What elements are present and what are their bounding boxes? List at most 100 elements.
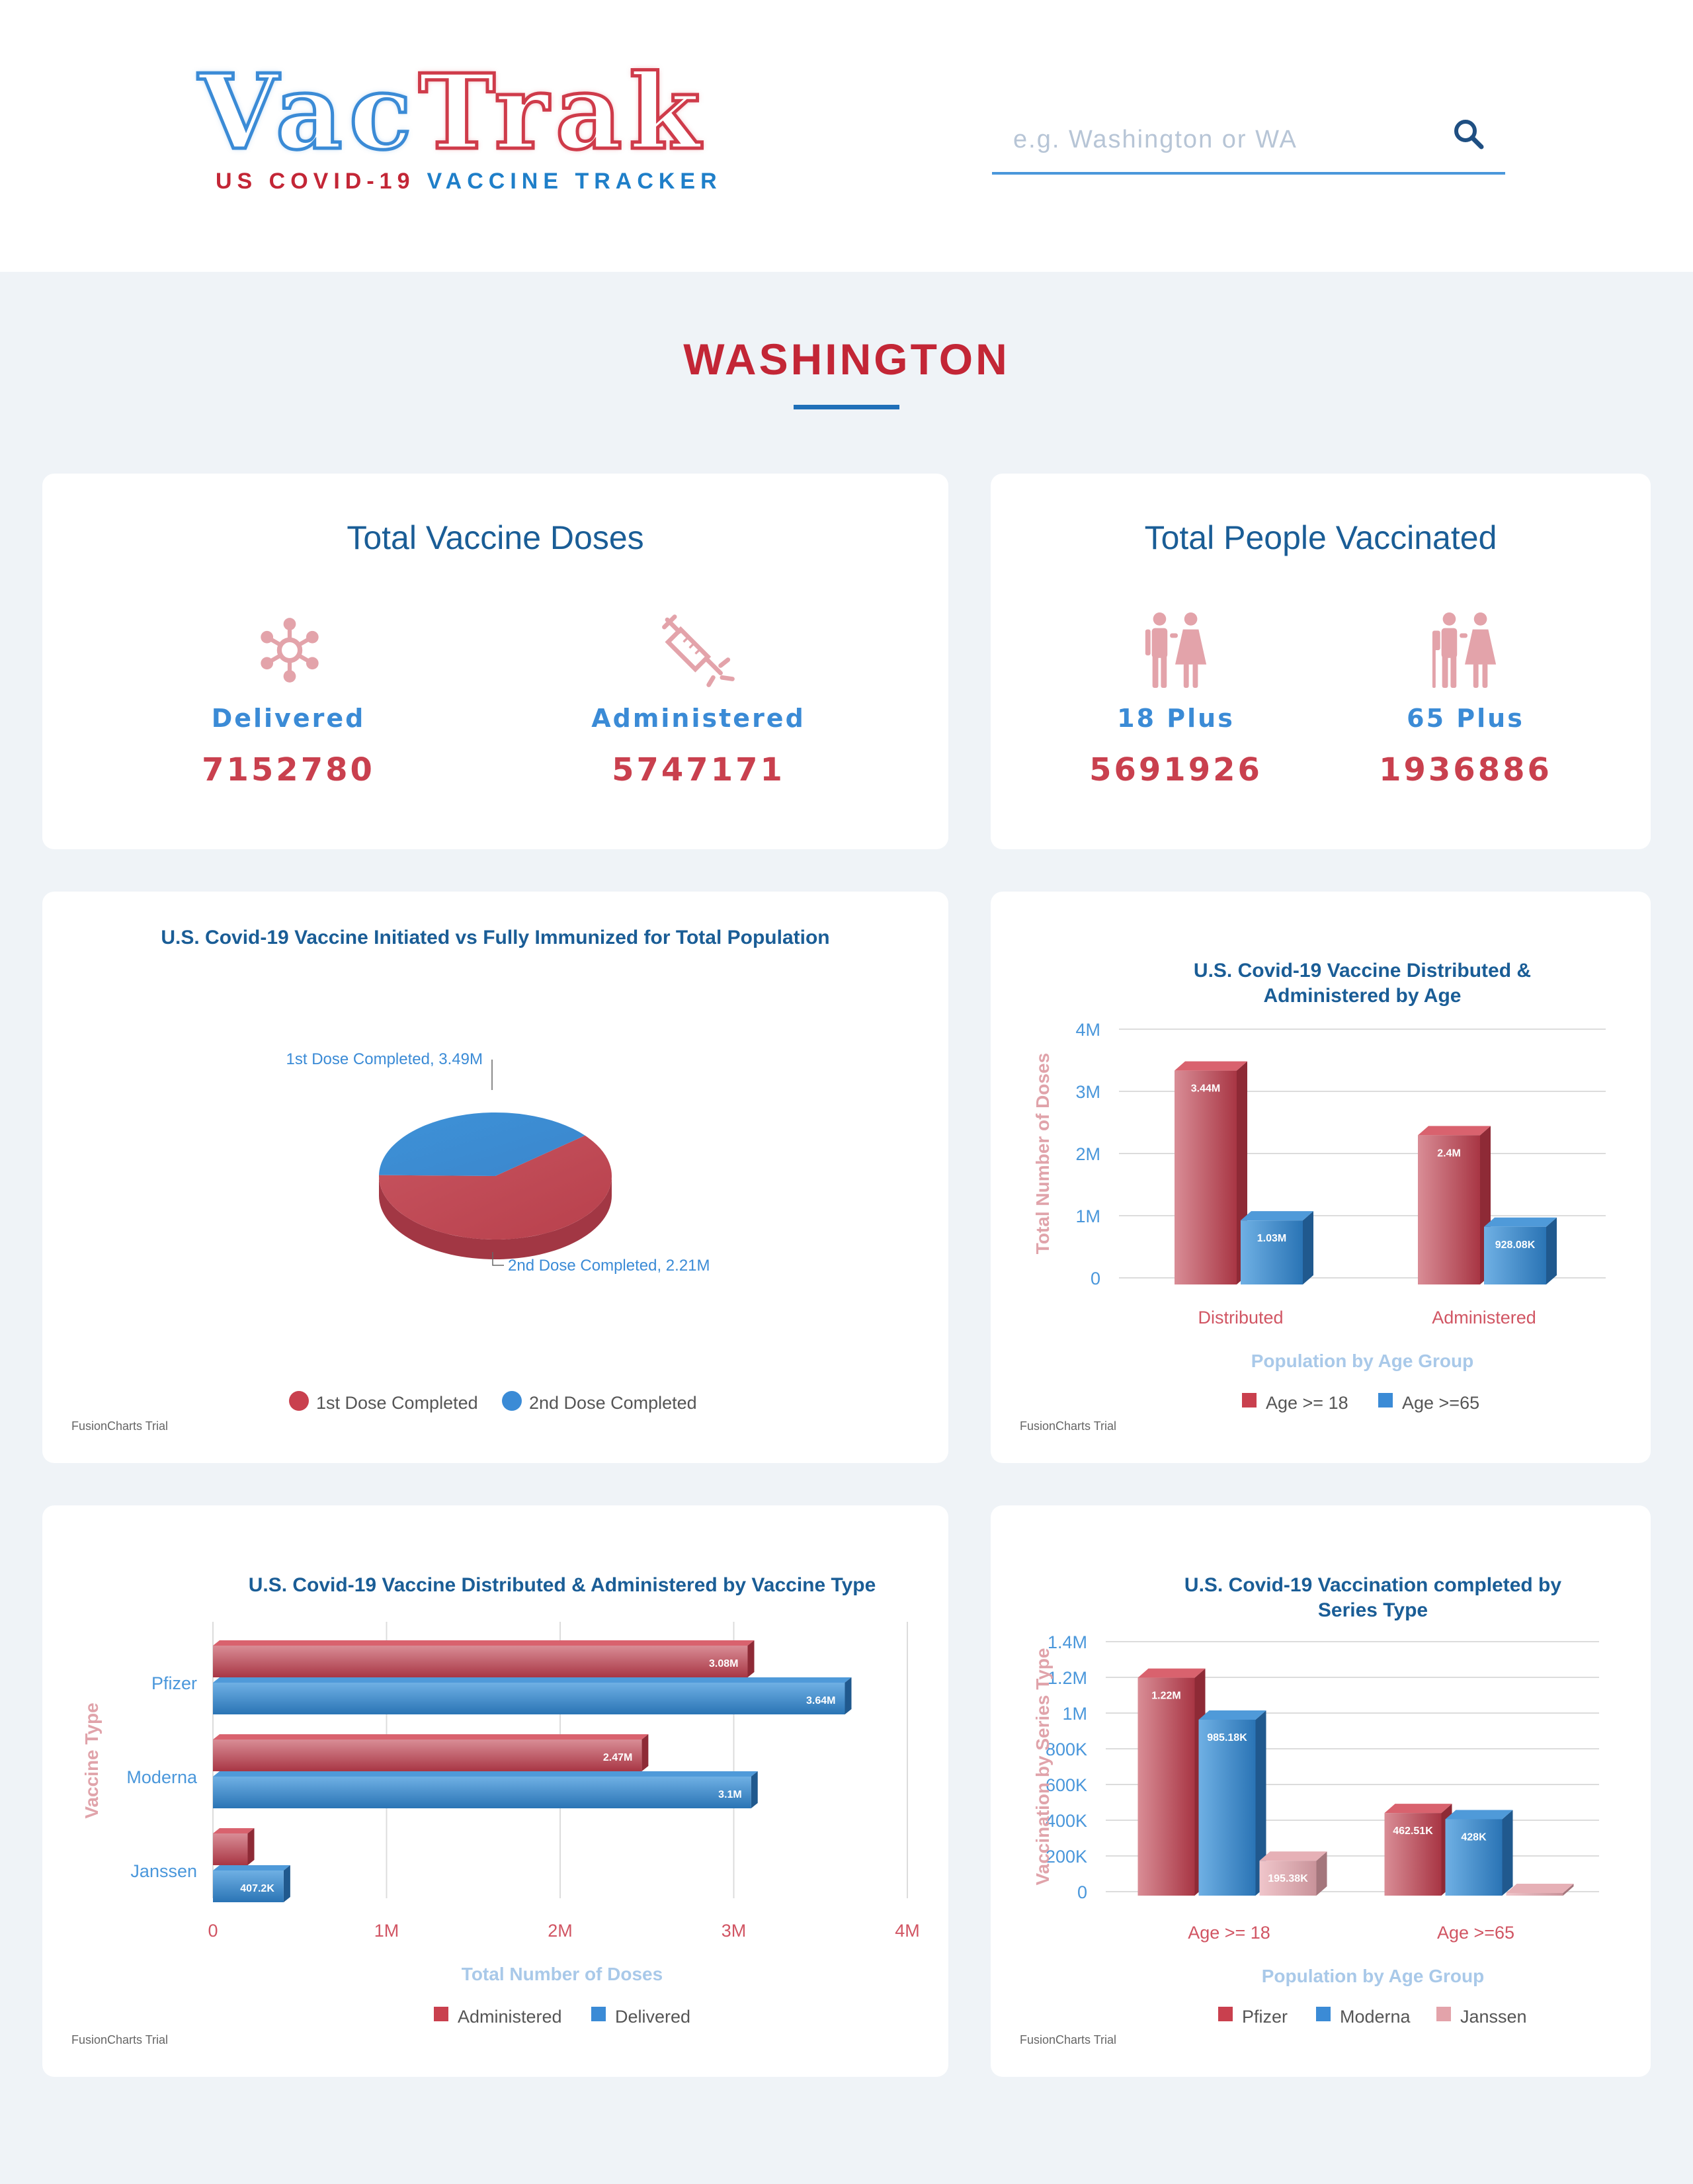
bar-pfizer-administered-top: [213, 1640, 755, 1646]
bar-age-65-janssen: [1506, 1893, 1563, 1896]
bar-distributed-age-65: [1241, 1220, 1303, 1284]
legend-item-moderna-swatch: [1316, 2007, 1331, 2021]
bar-administered-age-65-side: [1546, 1217, 1557, 1284]
legend-item-delivered-swatch: [591, 2007, 606, 2021]
vaccine-type-chart-card: U.S. Covid-19 Vaccine Distributed & Admi…: [42, 1505, 948, 2077]
logo[interactable]: VacTrak: [197, 52, 707, 173]
y-category-label: Pfizer: [151, 1673, 197, 1693]
bar-age-18-janssen: [1259, 1861, 1317, 1896]
tagline: US COVID-19 VACCINE TRACKER: [216, 169, 722, 194]
pie-callout-label-2: 2nd Dose Completed, 2.21M: [508, 1257, 710, 1275]
chart-title: U.S. Covid-19 Vaccine Initiated vs Fully…: [161, 927, 829, 948]
plus18-value: 5691926: [1089, 751, 1262, 788]
chart-title: U.S. Covid-19 Vaccination completed by: [1184, 1574, 1561, 1596]
delivered-label: Delivered: [211, 704, 366, 733]
y-tick-label: 0: [1077, 1882, 1087, 1902]
fusioncharts-watermark: FusionCharts Trial: [1020, 1419, 1116, 1433]
plus18-label: 18 Plus: [1117, 704, 1235, 733]
y-category-label: Janssen: [130, 1861, 197, 1881]
legend-item-age-18-label: Age >= 18: [1266, 1393, 1348, 1413]
y-tick-label: 800K: [1046, 1740, 1087, 1759]
legend-item-1st-dose-label: 1st Dose Completed: [316, 1393, 478, 1413]
people-card: Total People Vaccinated 18 Plus 5691926 …: [991, 474, 1651, 849]
tagline-blue: VACCINE TRACKER: [427, 169, 722, 194]
bar-janssen-delivered: [213, 1870, 284, 1902]
y-tick-label: 0: [1091, 1269, 1100, 1288]
pie-chart-card: U.S. Covid-19 Vaccine Initiated vs Fully…: [42, 892, 948, 1463]
bar-pfizer-delivered-top: [213, 1677, 852, 1683]
bar-moderna-administered-side: [641, 1734, 649, 1771]
legend-item-janssen-label: Janssen: [1460, 2007, 1527, 2027]
tagline-red: US COVID-19: [216, 169, 415, 194]
bar-age-65-janssen-side: [1563, 1884, 1574, 1896]
search-input[interactable]: [1012, 119, 1438, 160]
x-tick-label: 4M: [895, 1921, 920, 1941]
pie-slice-1: [379, 1135, 612, 1239]
data-label: 2.47M: [603, 1752, 632, 1763]
data-label: 985.18K: [1207, 1732, 1247, 1743]
pie-callout-line-2: [492, 1252, 504, 1266]
legend-item-administered-swatch: [434, 2007, 448, 2021]
vaccine-type-bar-chart: U.S. Covid-19 Vaccine Distributed & Admi…: [71, 1574, 920, 2046]
x-category-label: Administered: [1432, 1308, 1536, 1327]
fusioncharts-watermark: FusionCharts Trial: [71, 1419, 168, 1433]
bar-age-18-moderna: [1198, 1720, 1256, 1896]
bar-age-65-pfizer-top: [1384, 1804, 1452, 1814]
bar-administered-age-65-top: [1484, 1217, 1557, 1227]
syringe-icon: [662, 614, 735, 687]
data-label: 3.44M: [1191, 1083, 1220, 1095]
bar-administered-age-65: [1484, 1226, 1546, 1284]
y-axis-title: Total Number of Doses: [1032, 1053, 1053, 1254]
adult-couple-icon: [1145, 612, 1207, 688]
bar-age-18-moderna-top: [1198, 1710, 1266, 1720]
y-tick-label: 1M: [1075, 1206, 1100, 1226]
y-axis-title: Vaccination by Series Type: [1032, 1648, 1053, 1886]
bar-pfizer-administered-side: [747, 1640, 755, 1677]
chart-title: Administered by Age: [1264, 985, 1462, 1007]
header: VacTrak US COVID-19 VACCINE TRACKER: [0, 0, 1693, 272]
administered-value: 5747171: [612, 751, 785, 788]
data-label: 462.51K: [1393, 1826, 1433, 1837]
elderly-couple-icon: [1432, 612, 1497, 688]
bar-moderna-delivered: [213, 1777, 751, 1808]
legend-item-delivered-label: Delivered: [615, 2007, 690, 2027]
bar-distributed-age-18-top: [1175, 1061, 1247, 1071]
data-label: 3.08M: [709, 1658, 738, 1669]
state-title-underline: [794, 405, 899, 409]
data-label: 428K: [1461, 1831, 1487, 1843]
bar-janssen-delivered-side: [283, 1865, 290, 1902]
bar-pfizer-delivered-side: [845, 1677, 852, 1714]
legend-item-age-65-swatch: [1378, 1393, 1393, 1407]
plus65-label: 65 Plus: [1407, 704, 1524, 733]
y-tick-label: 1M: [1062, 1704, 1087, 1724]
pie-chart: U.S. Covid-19 Vaccine Initiated vs Fully…: [71, 927, 830, 1433]
data-label: 928.08K: [1495, 1239, 1536, 1251]
bar-moderna-administered-top: [213, 1734, 649, 1740]
state-title: WASHINGTON: [683, 335, 1010, 384]
virus-icon: [261, 618, 319, 683]
bar-administered-age-18: [1418, 1135, 1480, 1284]
bar-age-18-pfizer: [1137, 1677, 1195, 1896]
legend-item-2nd-dose-swatch: [502, 1391, 522, 1411]
y-tick-label: 1.2M: [1048, 1668, 1087, 1688]
x-axis-title: Population by Age Group: [1262, 1966, 1485, 1986]
bar-moderna-administered: [213, 1740, 642, 1771]
data-label: 3.64M: [806, 1695, 835, 1706]
search-icon[interactable]: [1451, 116, 1488, 153]
y-tick-label: 1.4M: [1048, 1632, 1087, 1652]
bar-age-65-janssen-top: [1506, 1884, 1574, 1893]
y-tick-label: 2M: [1075, 1144, 1100, 1164]
bar-janssen-administered-top: [213, 1828, 255, 1833]
people-card-title: Total People Vaccinated: [1144, 519, 1497, 556]
data-label: 3.1M: [718, 1789, 742, 1800]
y-tick-label: 200K: [1046, 1847, 1087, 1867]
chart-title: U.S. Covid-19 Vaccine Distributed & Admi…: [249, 1574, 876, 1596]
administered-label: Administered: [591, 704, 805, 733]
x-tick-label: 1M: [374, 1921, 399, 1941]
x-category-label: Distributed: [1198, 1308, 1283, 1327]
doses-card: Total Vaccine Doses Delivered 7152780 Ad…: [42, 474, 948, 849]
doses-card-title: Total Vaccine Doses: [347, 519, 644, 556]
legend-item-pfizer-swatch: [1218, 2007, 1233, 2021]
series-bar-chart: U.S. Covid-19 Vaccination completed by Se…: [1020, 1574, 1599, 2046]
data-label: 1.03M: [1257, 1233, 1286, 1244]
